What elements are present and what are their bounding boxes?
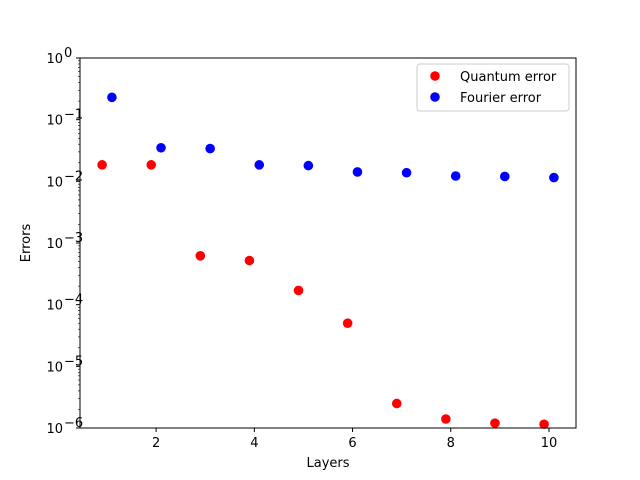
- x-tick-label: 8: [447, 436, 455, 451]
- quantum-error-point: [97, 160, 107, 170]
- fourier-error-point: [352, 167, 363, 177]
- y-tick-exponent: 0: [64, 46, 72, 61]
- fourier-error-point: [499, 171, 510, 182]
- y-tick-label: 10: [46, 175, 63, 190]
- y-tick-label: 10: [46, 299, 63, 314]
- fourier-error-point: [549, 172, 559, 183]
- legend: Quantum error Fourier error: [416, 63, 570, 112]
- quantum-error-point: [146, 160, 157, 170]
- quantum-error-point: [490, 418, 500, 428]
- fourier-error-point: [205, 143, 215, 154]
- x-axis-label: Layers: [306, 456, 349, 471]
- y-tick-exponent: −5: [64, 354, 83, 369]
- y-tick-exponent: −2: [64, 169, 83, 184]
- fourier-error-point: [303, 160, 314, 171]
- fourier-error-point: [156, 142, 166, 153]
- legend-box: [416, 63, 570, 112]
- legend-label-fourier: Fourier error: [460, 91, 542, 106]
- fourier-error-point: [450, 171, 461, 181]
- quantum-error-point: [342, 318, 353, 329]
- y-tick-label: 10: [46, 52, 63, 67]
- quantum-error-point: [293, 285, 304, 296]
- fourier-error-point: [254, 160, 265, 170]
- y-tick-label: 10: [46, 422, 63, 437]
- quantum-error-point: [391, 398, 402, 409]
- x-tick-label: 2: [152, 436, 160, 451]
- quantum-error-point: [195, 251, 206, 261]
- quantum-error-point: [539, 419, 549, 430]
- y-axis-label: Errors: [19, 224, 34, 263]
- fourier-error-point: [107, 92, 117, 103]
- legend-marker-quantum: [430, 71, 440, 81]
- y-tick-exponent: −1: [64, 108, 83, 123]
- y-tick-exponent: −3: [64, 231, 83, 246]
- quantum-error-point: [244, 255, 255, 266]
- y-tick-exponent: −4: [64, 293, 83, 308]
- quantum-error-point: [441, 414, 451, 424]
- data-points: [97, 92, 559, 430]
- x-tick-label: 10: [541, 436, 558, 451]
- y-tick-label: 10: [46, 360, 63, 375]
- y-tick-exponent: −6: [64, 416, 83, 431]
- y-tick-label: 10: [46, 237, 63, 252]
- x-axis-ticks: 2 4 6 8 10: [152, 428, 557, 451]
- plot-area: [80, 58, 576, 428]
- y-tick-label: 10: [46, 114, 63, 129]
- legend-label-quantum: Quantum error: [460, 70, 557, 85]
- fourier-error-point: [401, 167, 412, 178]
- x-tick-label: 6: [348, 436, 356, 451]
- legend-marker-fourier: [430, 92, 440, 102]
- x-tick-label: 4: [250, 436, 258, 451]
